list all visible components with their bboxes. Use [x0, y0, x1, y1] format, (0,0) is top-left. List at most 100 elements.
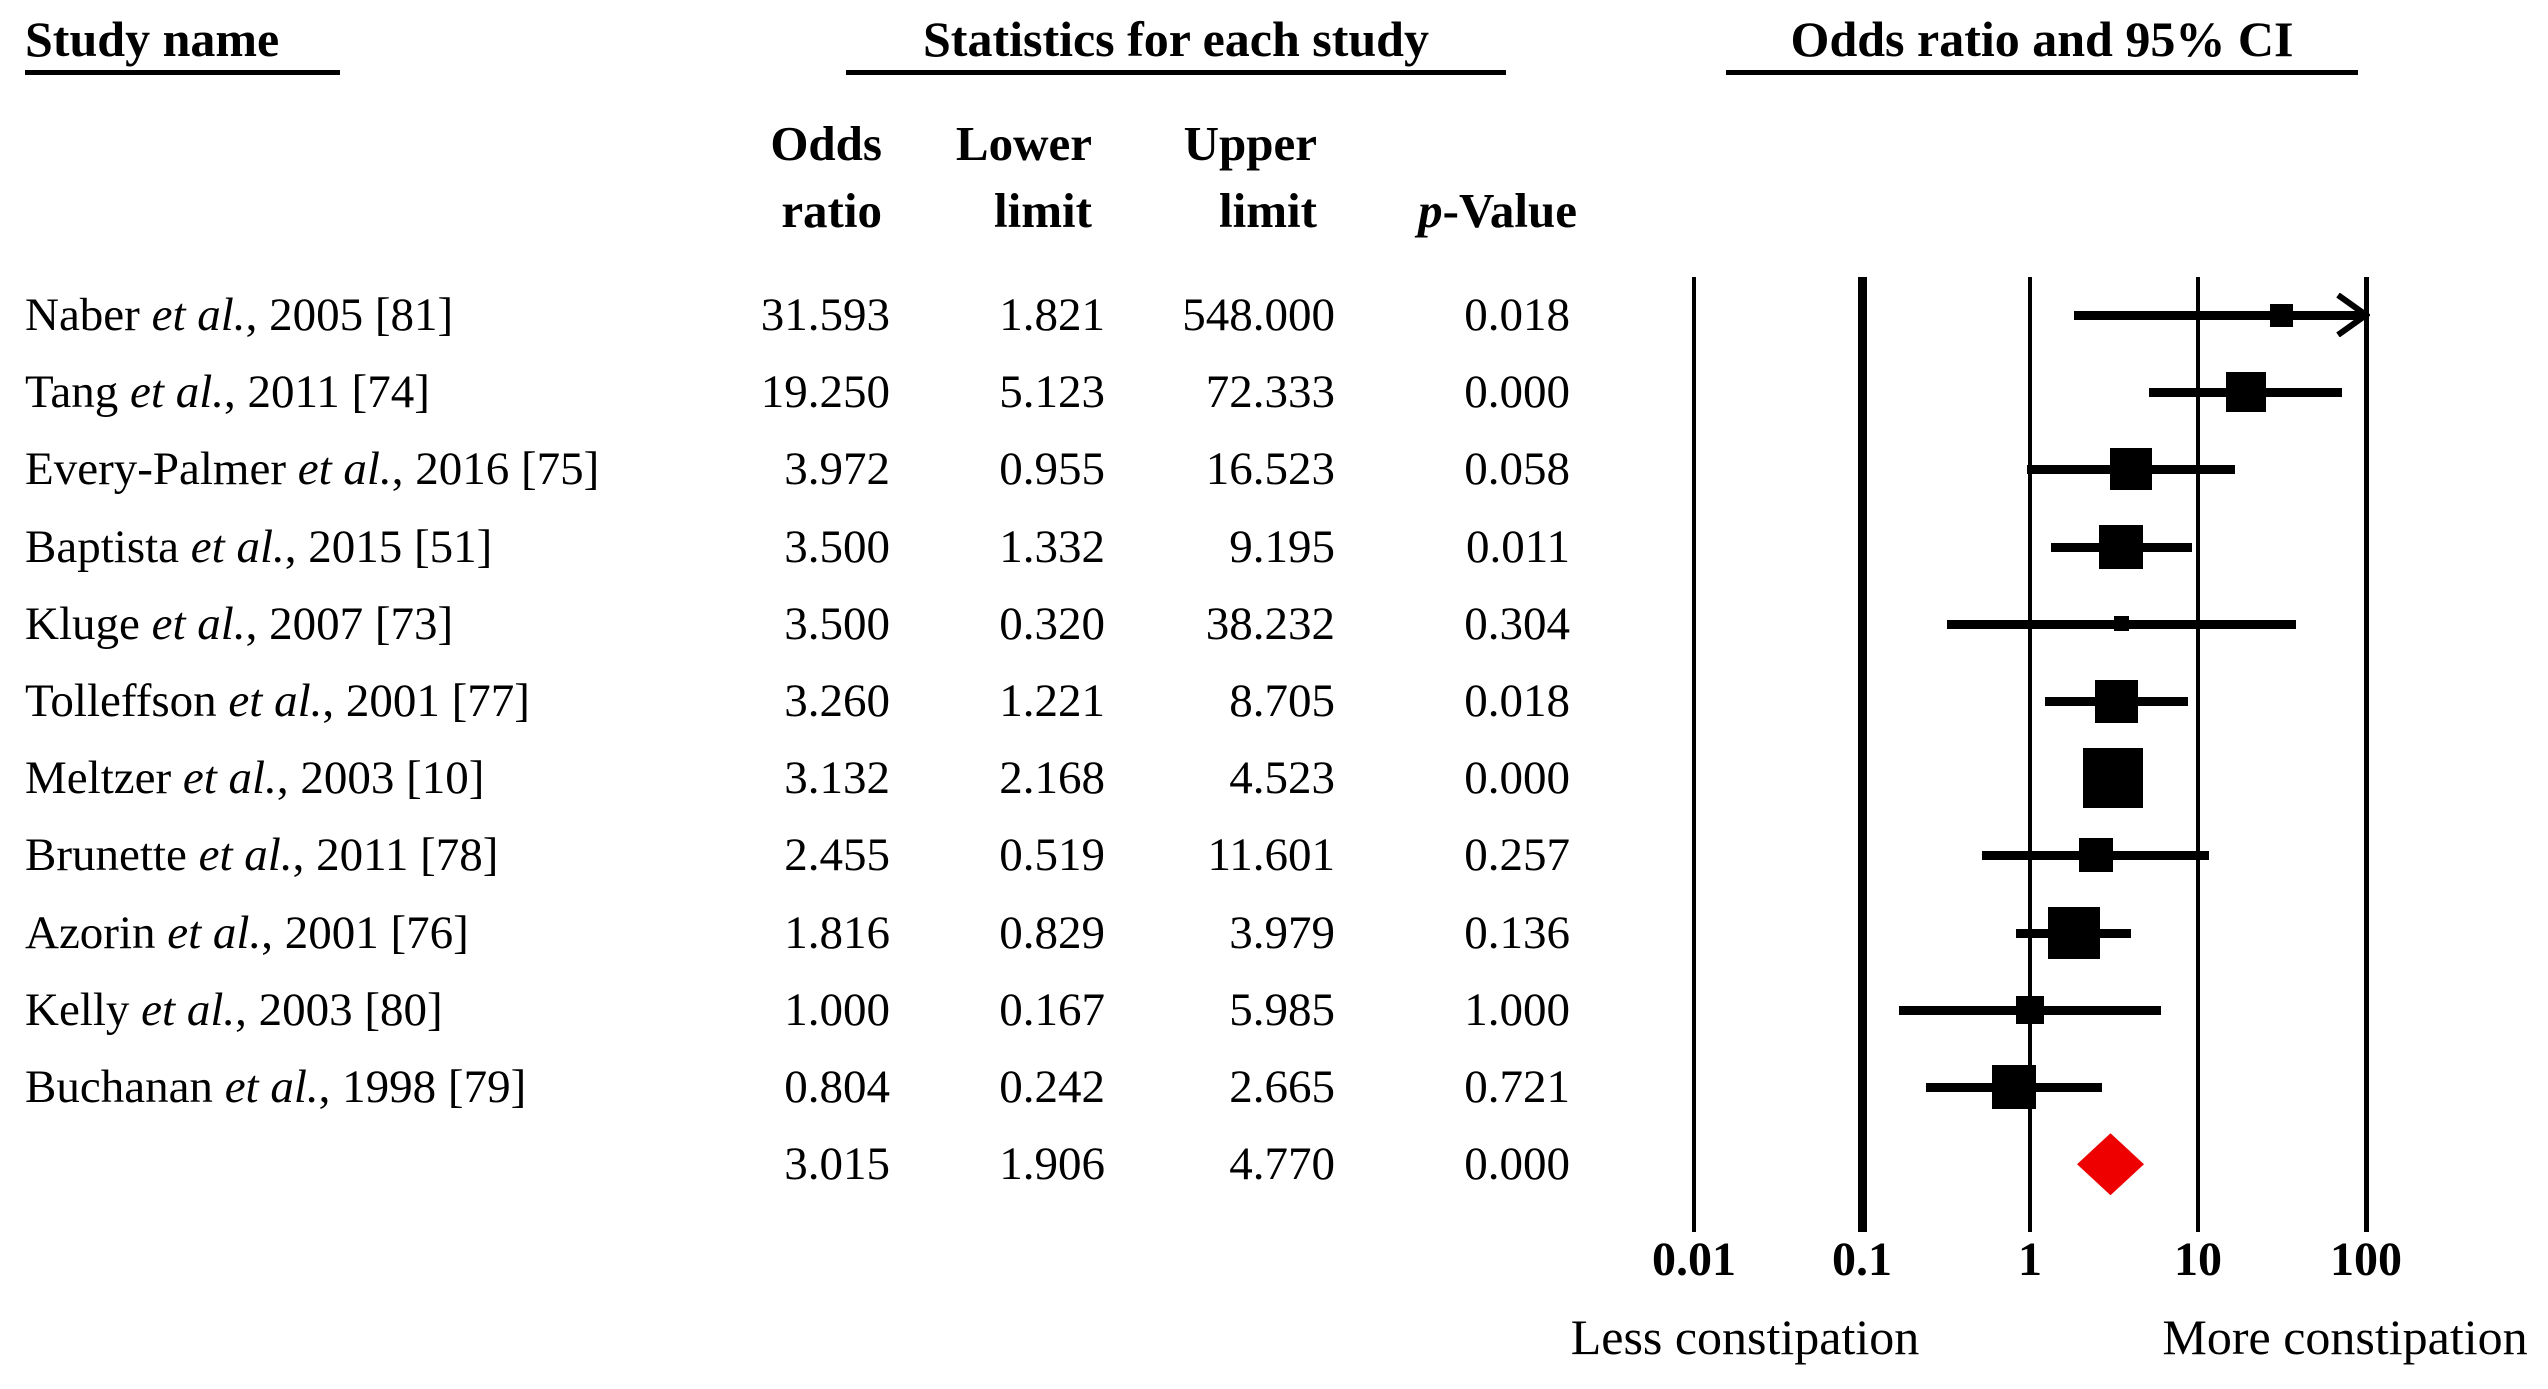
study-name-part: et al. [182, 752, 277, 805]
col-lower-line2: limit [994, 183, 1092, 238]
col-lower-line1: Lower [955, 116, 1092, 171]
or-value: 2.455 [784, 829, 890, 882]
or-marker [2225, 372, 2266, 413]
p-value: 0.018 [1464, 289, 1570, 341]
study-name-part: , 2007 [73] [245, 597, 454, 650]
lower-limit-value: 0.167 [999, 983, 1105, 1036]
tick-10: 10 [2174, 1233, 2222, 1286]
study-name: Every-Palmer et al., 2016 [75] [25, 441, 599, 497]
or-ci-underline [1726, 70, 2358, 75]
study-name: Kelly et al., 2003 [80] [25, 982, 443, 1038]
lower-limit-value: 2.168 [999, 752, 1105, 805]
tick-0_1: 0.1 [1832, 1233, 1892, 1286]
or-ci-header: Odds ratio and 95% CI [1790, 11, 2294, 67]
col-odds-line2: ratio [781, 183, 882, 238]
upper-limit-value: 72.333 [1205, 366, 1335, 419]
tick-1: 1 [2018, 1233, 2042, 1286]
study-name-underline [25, 70, 340, 75]
study-name-part: , 1998 [79] [318, 1061, 527, 1113]
or-marker [2270, 303, 2294, 327]
study-name: Azorin et al., 2001 [76] [25, 905, 469, 961]
or-value: 3.015 [784, 1138, 890, 1191]
study-name-part: , 2011 [74] [224, 366, 430, 419]
study-name-part: et al. [141, 983, 236, 1036]
upper-limit-value: 2.665 [1229, 1061, 1335, 1113]
upper-limit-value: 11.601 [1207, 829, 1335, 882]
study-name-part: Kelly [25, 983, 142, 1036]
lower-limit-value: 5.123 [999, 366, 1105, 419]
study-name-part: Brunette [25, 829, 199, 882]
study-name-part: et al. [190, 520, 285, 573]
study-name: Buchanan et al., 1998 [79] [25, 1059, 526, 1115]
study-name-part: et al. [228, 675, 323, 727]
upper-limit-value: 8.705 [1229, 675, 1335, 727]
upper-limit-value: 9.195 [1229, 520, 1335, 573]
study-name-part: , 2003 [80] [235, 983, 443, 1036]
lower-limit-value: 0.955 [999, 443, 1105, 496]
or-value: 0.804 [784, 1061, 890, 1113]
gridline-0_01 [1692, 277, 1696, 1232]
tick-0_01: 0.01 [1652, 1233, 1736, 1286]
study-name-part: et al. [151, 289, 246, 341]
study-name-part: Meltzer [25, 752, 183, 805]
col-upper-line2: limit [1219, 183, 1317, 238]
study-name-part: et al. [224, 1061, 319, 1113]
or-marker [2083, 748, 2144, 809]
study-name-part: Azorin [25, 906, 168, 959]
upper-limit-value: 4.523 [1229, 752, 1335, 805]
gridline-10 [2196, 277, 2200, 1232]
study-name: Brunette et al., 2011 [78] [25, 827, 498, 883]
study-name-part: Buchanan [25, 1061, 225, 1113]
study-name-part: et al. [167, 906, 262, 959]
statistics-header: Statistics for each study [922, 11, 1429, 67]
lower-limit-value: 0.320 [999, 597, 1105, 650]
or-marker [2016, 995, 2044, 1024]
or-value: 3.500 [784, 597, 890, 650]
upper-limit-value: 548.000 [1182, 289, 1335, 341]
p-value: 0.136 [1464, 906, 1570, 959]
upper-limit-value: 38.232 [1205, 597, 1335, 650]
study-name-part: Tolleffson [25, 675, 229, 727]
study-name: Baptista et al., 2015 [51] [25, 519, 492, 575]
or-value: 3.500 [784, 520, 890, 573]
or-marker [2078, 838, 2113, 873]
study-name-part: , 2011 [78] [292, 829, 499, 882]
or-value: 3.132 [784, 752, 890, 805]
study-name-part: , 2005 [81] [245, 289, 454, 341]
or-value: 3.260 [784, 675, 890, 727]
lower-limit-value: 1.221 [999, 675, 1105, 727]
p-value: 0.304 [1464, 597, 1570, 650]
pooled-diamond [2077, 1133, 2144, 1196]
col-upper-line1: Upper [1183, 116, 1317, 171]
study-name-header: Study name [25, 11, 280, 67]
study-name-part: Tang [25, 366, 131, 419]
clip-arrow-right-icon [2330, 292, 2372, 338]
p-italic: p [1418, 183, 1443, 238]
or-marker [2099, 524, 2144, 569]
study-name-part: et al. [297, 443, 392, 496]
ci-line [2073, 311, 2366, 320]
lower-limit-value: 1.906 [999, 1138, 1105, 1191]
p-value: 0.058 [1464, 443, 1570, 496]
axis-label-more: More constipation [2162, 1309, 2528, 1365]
study-name: Naber et al., 2005 [81] [25, 287, 453, 343]
or-value: 3.972 [784, 443, 890, 496]
study-name-part: Kluge [25, 597, 152, 650]
study-name-part: et al. [130, 366, 225, 419]
study-name-part: , 2003 [10] [276, 752, 485, 805]
study-name: Tang et al., 2011 [74] [25, 364, 430, 420]
lower-limit-value: 0.519 [999, 829, 1105, 882]
col-p-value: p-Value [1418, 186, 1577, 235]
or-marker [2047, 906, 2100, 959]
or-value: 31.593 [760, 289, 890, 341]
or-value: 1.816 [784, 906, 890, 959]
p-value: 1.000 [1464, 983, 1570, 1036]
p-value: 0.000 [1464, 752, 1570, 805]
p-value: 0.000 [1464, 366, 1570, 419]
study-name-part: et al. [198, 829, 293, 882]
study-name-part: , 2001 [77] [322, 675, 530, 727]
study-name: Kluge et al., 2007 [73] [25, 596, 453, 652]
or-value: 19.250 [760, 366, 890, 419]
gridline-1 [2028, 277, 2032, 1232]
